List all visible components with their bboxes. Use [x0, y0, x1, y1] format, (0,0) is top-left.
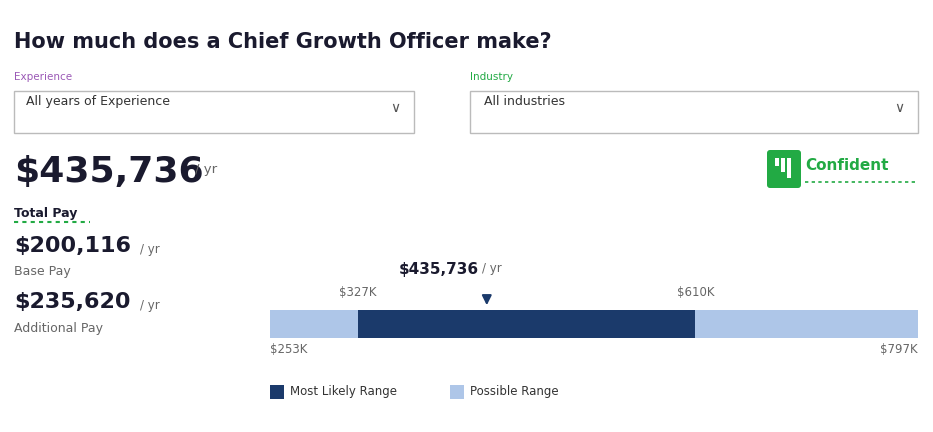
Text: $797K: $797K — [881, 343, 918, 356]
Text: Additional Pay: Additional Pay — [14, 322, 103, 335]
Text: $327K: $327K — [340, 286, 377, 299]
Text: $435,736: $435,736 — [398, 262, 479, 277]
Text: $253K: $253K — [270, 343, 307, 356]
Bar — [775, 158, 779, 166]
Bar — [14, 91, 414, 133]
Text: ∨: ∨ — [390, 101, 400, 115]
Text: All industries: All industries — [484, 95, 565, 108]
Bar — [270, 385, 284, 399]
Bar — [450, 385, 464, 399]
Text: Confident: Confident — [805, 158, 888, 173]
Text: $610K: $610K — [676, 286, 714, 299]
Text: / yr: / yr — [140, 243, 160, 256]
Text: Industry: Industry — [470, 72, 513, 82]
Bar — [787, 158, 791, 178]
Text: How much does a Chief Growth Officer make?: How much does a Chief Growth Officer mak… — [14, 32, 551, 52]
Text: $200,116: $200,116 — [14, 236, 131, 256]
Text: $235,620: $235,620 — [14, 292, 131, 312]
Text: Most Likely Range: Most Likely Range — [290, 385, 397, 398]
Text: / yr: / yr — [195, 163, 217, 176]
Text: Possible Range: Possible Range — [470, 385, 559, 398]
Text: Experience: Experience — [14, 72, 72, 82]
Text: Total Pay: Total Pay — [14, 207, 77, 220]
Bar — [270, 310, 918, 338]
Bar — [781, 158, 785, 172]
Bar — [358, 310, 695, 338]
Text: All years of Experience: All years of Experience — [26, 95, 170, 108]
FancyBboxPatch shape — [767, 150, 801, 188]
Text: / yr: / yr — [481, 262, 502, 275]
Text: ∨: ∨ — [894, 101, 904, 115]
Text: $435,736: $435,736 — [14, 155, 203, 189]
Text: / yr: / yr — [140, 299, 160, 312]
Bar — [470, 91, 918, 133]
Text: Base Pay: Base Pay — [14, 265, 71, 278]
